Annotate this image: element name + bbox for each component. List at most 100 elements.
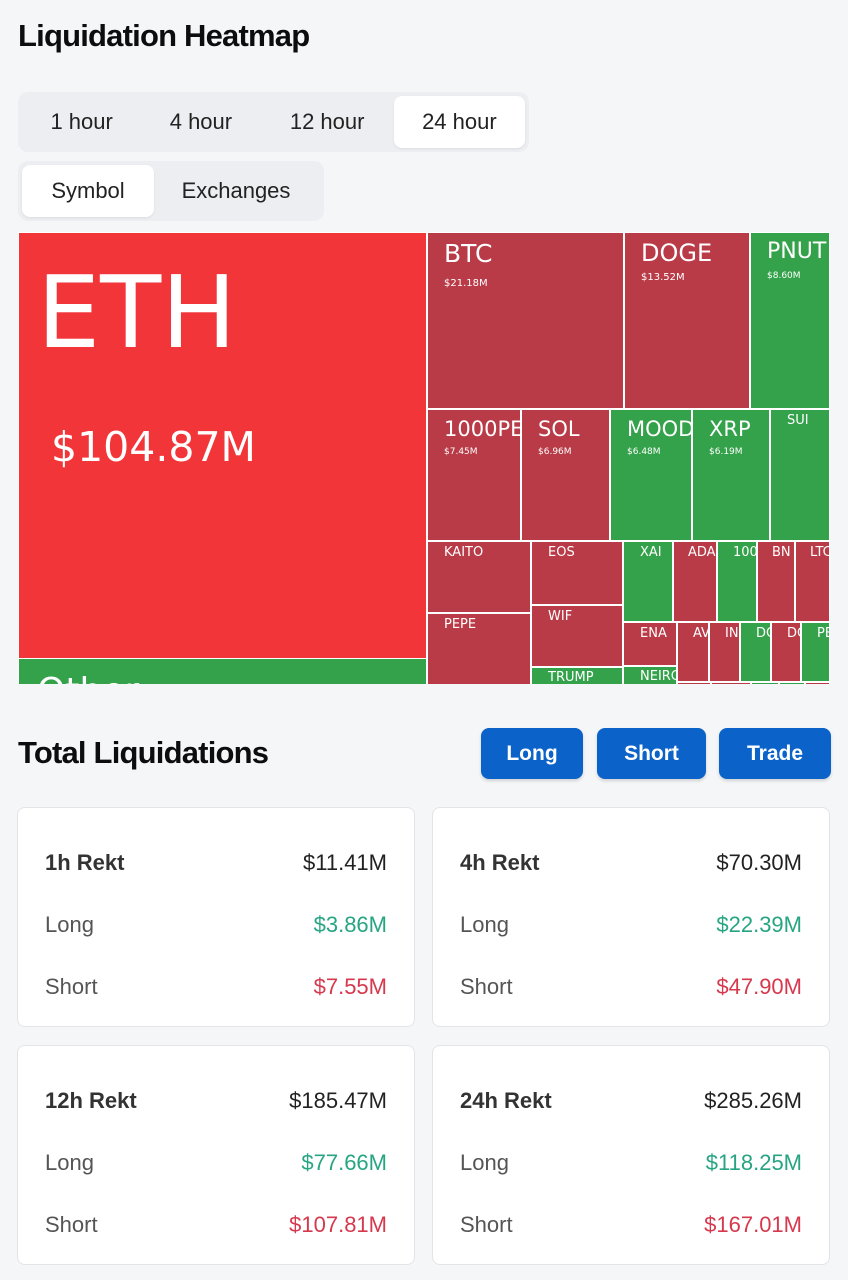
heatmap-tile-do-1[interactable]: DO xyxy=(740,622,771,682)
group-selector: Symbol Exchanges xyxy=(18,161,324,221)
tile-value: $7.45M xyxy=(444,447,478,457)
tile-name: 100 xyxy=(733,545,757,560)
long-value: $3.86M xyxy=(313,912,387,937)
card-total: $185.47M xyxy=(289,1088,387,1113)
heatmap-tile-neiro[interactable]: NEIRO xyxy=(623,666,677,684)
short-label: Short xyxy=(45,1212,98,1237)
long-value: $22.39M xyxy=(716,912,802,937)
short-value: $47.90M xyxy=(716,974,802,999)
heatmap-tile-ena[interactable]: ENA xyxy=(623,622,677,666)
heatmap-tile-sui[interactable]: SUI xyxy=(770,409,830,541)
tile-name: PE xyxy=(817,626,829,641)
tile-name: SUI xyxy=(787,413,809,428)
long-label: Long xyxy=(460,1150,509,1175)
heatmap-tile-eth[interactable]: ETH $104.87M xyxy=(18,232,427,659)
liquidation-heatmap: ETH $104.87M Other BTC $21.18M DOGE $13.… xyxy=(18,232,830,684)
heatmap-tile-trump[interactable]: TRUMP xyxy=(531,667,623,684)
tile-name: MOOD xyxy=(627,417,692,441)
tile-name: KAITO xyxy=(444,545,484,560)
liquidation-card-1h: 1h Rekt $11.41M Long $3.86M Short $7.55M xyxy=(17,807,415,1027)
liquidation-card-4h: 4h Rekt $70.30M Long $22.39M Short $47.90M xyxy=(432,807,830,1027)
tile-name: TRUMP xyxy=(548,670,594,684)
heatmap-tile-other[interactable]: Other xyxy=(18,658,427,684)
tile-name: 1000PE xyxy=(444,417,521,441)
short-button[interactable]: Short xyxy=(597,728,706,779)
tile-value: $13.52M xyxy=(641,272,685,283)
heatmap-tile-eos[interactable]: EOS xyxy=(531,541,623,605)
tab-4-hour[interactable]: 4 hour xyxy=(169,109,233,134)
tab-12-hour[interactable]: 12 hour xyxy=(289,109,365,134)
heatmap-tile-pe[interactable]: PE xyxy=(801,622,830,682)
tab-exchanges[interactable]: Exchanges xyxy=(181,178,291,203)
heatmap-tile-pepe[interactable]: PEPE xyxy=(427,613,531,684)
tile-name: NEIRO xyxy=(640,669,677,684)
liquidation-card-12h: 12h Rekt $185.47M Long $77.66M Short $107.8… xyxy=(17,1045,415,1265)
long-value: $77.66M xyxy=(301,1150,387,1175)
long-value: $118.25M xyxy=(705,1150,802,1175)
timeframe-selector: 1 hour 4 hour 12 hour 24 hour xyxy=(18,92,529,152)
heatmap-tile-doge[interactable]: DOGE $13.52M xyxy=(624,232,750,409)
tile-name: DO xyxy=(787,626,800,641)
long-label: Long xyxy=(460,912,509,937)
tile-name: Other xyxy=(37,671,139,684)
tile-value: $21.18M xyxy=(444,278,488,289)
heatmap-tile-small[interactable] xyxy=(677,682,711,684)
heatmap-tile-small[interactable] xyxy=(711,682,751,684)
heatmap-tile-av[interactable]: AV xyxy=(677,622,709,682)
card-label: 4h Rekt xyxy=(460,850,540,875)
card-total: $70.30M xyxy=(716,850,802,875)
tile-name: XRP xyxy=(709,417,751,441)
heatmap-tile-small[interactable] xyxy=(805,682,830,684)
heatmap-tile-bn[interactable]: BN xyxy=(757,541,795,622)
card-label: 1h Rekt xyxy=(45,850,125,875)
long-label: Long xyxy=(45,912,94,937)
heatmap-tile-in[interactable]: IN xyxy=(709,622,740,682)
long-label: Long xyxy=(45,1150,94,1175)
heatmap-tile-pnut[interactable]: PNUT $8.60M xyxy=(750,232,830,409)
heatmap-tile-small[interactable] xyxy=(751,682,779,684)
heatmap-tile-1000pepe[interactable]: 1000PE $7.45M xyxy=(427,409,521,541)
total-liquidations-title: Total Liquidations xyxy=(18,735,269,770)
tile-name: EOS xyxy=(548,545,575,560)
tile-value: $8.60M xyxy=(767,271,801,281)
card-label: 24h Rekt xyxy=(460,1088,552,1113)
heatmap-tile-do-2[interactable]: DO xyxy=(771,622,801,682)
short-label: Short xyxy=(45,974,98,999)
heatmap-tile-wif[interactable]: WIF xyxy=(531,605,623,667)
heatmap-tile-ada[interactable]: ADA xyxy=(673,541,717,622)
tile-name: BN xyxy=(772,545,791,560)
card-label: 12h Rekt xyxy=(45,1088,137,1113)
tile-name: PEPE xyxy=(444,617,477,632)
heatmap-tile-ltc[interactable]: LTC xyxy=(795,541,830,622)
tab-symbol[interactable]: Symbol xyxy=(22,165,154,217)
tile-name: ETH xyxy=(37,254,237,371)
tab-1-hour[interactable]: 1 hour xyxy=(50,109,113,134)
tile-name: XAI xyxy=(640,545,662,560)
heatmap-tile-sol[interactable]: SOL $6.96M xyxy=(521,409,610,541)
heatmap-tile-mood[interactable]: MOOD $6.48M xyxy=(610,409,692,541)
short-value: $167.01M xyxy=(704,1212,802,1237)
tab-24-hour[interactable]: 24 hour xyxy=(393,96,525,148)
tile-name: DOGE xyxy=(641,239,713,267)
tile-value: $6.96M xyxy=(538,447,572,457)
liquidation-card-24h: 24h Rekt $285.26M Long $118.25M Short $167.… xyxy=(432,1045,830,1265)
long-button[interactable]: Long xyxy=(481,728,583,779)
tile-name: ENA xyxy=(640,626,667,641)
tile-name: ADA xyxy=(688,545,716,560)
tile-name: IN xyxy=(725,626,739,641)
short-label: Short xyxy=(460,974,513,999)
heatmap-tile-xai[interactable]: XAI xyxy=(623,541,673,622)
heatmap-tile-btc[interactable]: BTC $21.18M xyxy=(427,232,624,409)
tile-value: $6.19M xyxy=(709,447,743,457)
short-value: $107.81M xyxy=(289,1212,387,1237)
heatmap-tile-100[interactable]: 100 xyxy=(717,541,757,622)
tile-name: BTC xyxy=(444,239,493,268)
heatmap-tile-kaito[interactable]: KAITO xyxy=(427,541,531,613)
heatmap-tile-small[interactable] xyxy=(779,682,805,684)
trade-button[interactable]: Trade xyxy=(719,728,831,779)
tile-value: $104.87M xyxy=(51,423,256,471)
tile-name: AV xyxy=(693,626,709,641)
short-value: $7.55M xyxy=(313,974,387,999)
tile-name: SOL xyxy=(538,417,580,441)
heatmap-tile-xrp[interactable]: XRP $6.19M xyxy=(692,409,770,541)
